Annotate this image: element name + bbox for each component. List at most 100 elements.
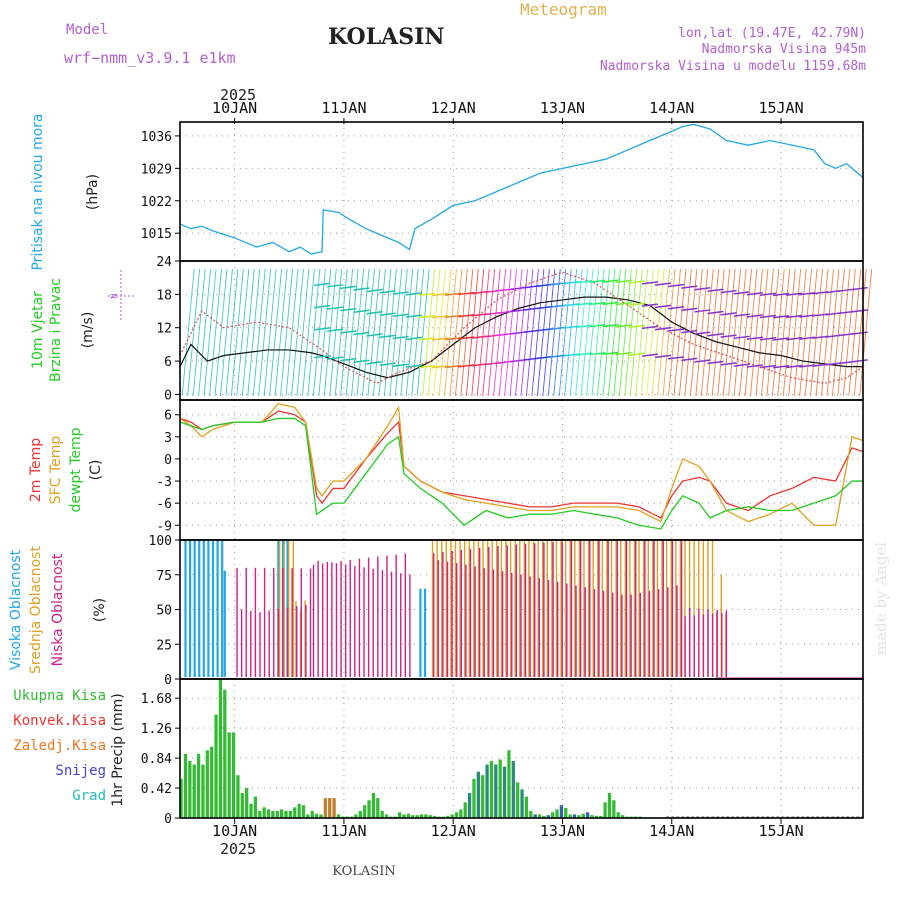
precip-bar [612,800,616,818]
wind-arrow [759,364,777,369]
y-tick-label: 1022 [141,195,172,210]
wind-arrow [668,356,685,360]
y-tick-label: 6 [164,355,172,370]
wind-barb [722,268,736,397]
precip-bar [529,810,533,818]
wind-unit: (m/s) [80,312,96,349]
wind-arrow [313,282,331,287]
wind-barb [476,268,490,397]
wind-arrow [720,362,737,366]
precip-bar [411,815,415,818]
wind-barb [438,268,452,397]
precip-bar [454,812,459,818]
wind-arrow [431,292,449,297]
y-tick-label: 6 [164,409,172,424]
wind-arrow [851,309,868,313]
wind-arrow [851,286,868,291]
wind-arrow [694,286,711,291]
precip-bar [616,812,620,818]
precip-bar [236,775,240,818]
wind-arrow [615,301,632,306]
precip-bar [511,760,515,818]
wind-arrow [772,292,790,297]
precip-bar [354,814,358,818]
precip-bar [577,815,581,818]
precip-bar [533,814,537,818]
wind-barb [739,268,752,397]
temp-dewpt-label: dewpt Temp [68,427,84,512]
wind-barb [760,268,774,397]
wind-barb [416,268,430,397]
precip-bar [594,815,598,818]
wind-barb [323,268,337,397]
wind-arrow [654,354,672,359]
wind-arrow [759,337,777,341]
wind-barb [209,268,222,397]
y-tick-label: 24 [156,255,172,270]
wind-arrow [707,332,724,337]
wind-arrow [563,325,580,329]
temp-unit: (C) [88,460,104,481]
wind-barb [782,268,796,397]
precip-bar [524,796,529,818]
meteogram-title: Meteogram [520,0,607,19]
y-tick-label: 100 [149,534,172,549]
wind-barb [405,268,419,397]
wind-arrow [392,291,409,295]
wind-arrow [405,314,422,318]
wind-barb [799,268,813,397]
credit-label: made by Angel [872,542,890,655]
precip-bar [223,689,227,818]
wind-arrow [563,353,580,357]
wind-arrow [313,354,331,359]
precip-bar [323,798,327,818]
wind-barb [367,268,381,397]
model-name: wrf−nmm_v3.9.1 e1km [64,49,236,67]
precip-bar [572,814,577,818]
precip-bar [555,809,559,818]
year-bottom: 2025 [220,840,256,858]
wind-barb [618,268,632,397]
precip-bar [542,815,546,818]
wind-barb [498,268,512,397]
precip-bar [275,810,279,818]
altitude-label: Nadmorska Visina 945m [702,42,867,57]
wind-arrow [707,310,724,315]
wind-barb [629,268,643,397]
wind-barb [531,268,545,397]
precip-bar [201,764,205,818]
wind-arrow [668,306,685,310]
legend-total-rain: Ukupna Kisa [13,688,106,704]
wind-barb [624,268,638,397]
wind-barb [378,268,392,397]
wind-arrow [733,335,750,340]
y-tick-label: 50 [156,604,172,619]
wind-arrow [340,307,357,312]
x-tick-label-bottom: 11JAN [321,822,366,840]
precip-bar [245,788,249,818]
wind-barb [454,268,468,397]
wind-barb [214,268,228,397]
wind-compass: N [108,270,134,322]
wind-arrow [851,331,868,335]
wind-arrow [641,325,658,330]
temp-sfc-line [179,402,864,526]
y-tick-label: 0.42 [141,782,172,797]
wind-barb [241,268,255,397]
wind-barb [837,268,851,397]
precip-bar [249,803,253,818]
wind-barb [569,268,583,397]
wind-arrow [602,351,619,356]
wind-arrow [313,327,331,331]
wind-barb [717,268,731,397]
wind-arrow [392,363,409,368]
wind-barb [422,268,436,397]
wind-arrow [379,362,396,366]
y-tick-label: 12 [156,322,172,337]
wind-arrow [431,337,449,341]
wind-barb [821,268,834,397]
wind-barb [219,268,233,397]
wind-barb [651,268,665,397]
precip-bar [446,815,450,818]
